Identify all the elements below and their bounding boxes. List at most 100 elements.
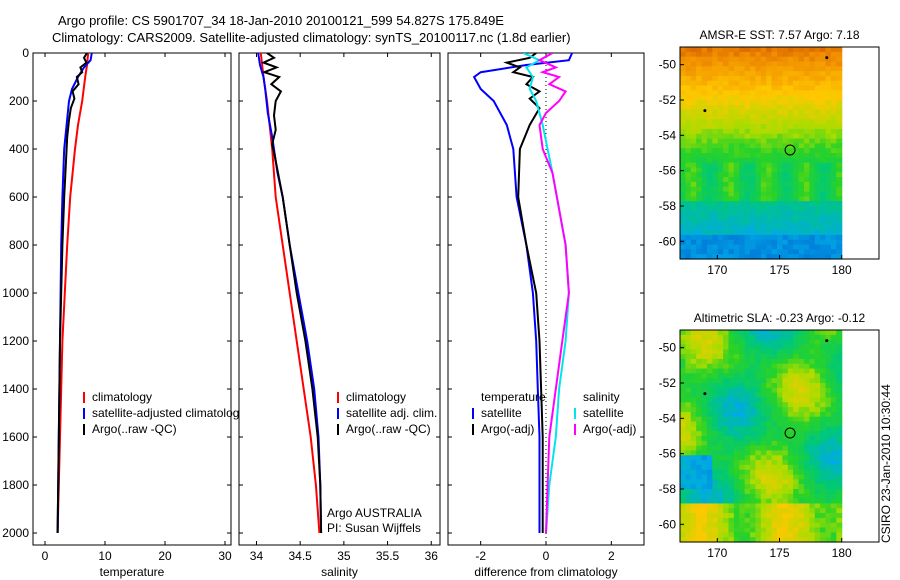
sla_map-cell [739, 489, 746, 495]
sst_map-cell [809, 230, 816, 236]
sst_map-cell [771, 104, 778, 111]
sst_map-cell [733, 234, 740, 241]
sst_map-cell [798, 157, 805, 164]
sst_map-cell [760, 172, 767, 178]
sla_map-cell [777, 508, 783, 514]
sst_map-cell [755, 254, 762, 260]
sst_map-cell [782, 85, 789, 91]
sla_map-cell [706, 330, 713, 336]
sla_map-cell [733, 407, 740, 413]
sla_map-cell [744, 474, 751, 480]
sst_map-cell [798, 186, 805, 193]
sst_map-cell [793, 157, 800, 164]
sst_map-cell [766, 104, 773, 111]
sla_map-cell [760, 339, 767, 346]
sla_map-cell [733, 517, 740, 524]
sla_map-cell [712, 503, 719, 509]
sla_map-cell [706, 489, 713, 495]
sla_map-cell [782, 421, 789, 427]
sst_map-cell [755, 100, 762, 106]
sla_map-cell [771, 402, 778, 408]
salinity-legend-label: satellite adj. clim. [346, 406, 437, 420]
sst_map-cell [782, 177, 789, 183]
sst_map-cell [793, 239, 800, 246]
sla_map-cell [803, 397, 810, 403]
sla_map-cell [782, 469, 789, 476]
sst_map-cell [803, 225, 810, 231]
sst_map-title: AMSR-E SST: 7.57 Argo: 7.18 [699, 28, 859, 42]
sst_map-cell [814, 61, 821, 67]
sla_map-cell [690, 383, 697, 389]
sla_map-cell [798, 363, 805, 370]
sla_map-cell [825, 397, 832, 403]
sla_map-cell [739, 330, 746, 336]
sla_map-cell [728, 493, 735, 500]
sst_map-cell [733, 244, 740, 250]
sla_map-cell [782, 517, 789, 524]
sla_map-cell [777, 411, 783, 418]
sla_map-cell [787, 455, 794, 461]
sla_map-cell [771, 416, 778, 423]
sst_map-cell [787, 234, 794, 241]
sla_map-cell [685, 344, 692, 350]
sst_map-cell [696, 186, 703, 193]
sst_map-cell [820, 71, 827, 77]
sla_map-cell [733, 484, 740, 490]
sla_map-cell [814, 440, 821, 447]
sst_map-cell [712, 124, 719, 130]
sla_map-cell [782, 383, 789, 389]
sst_map-cell [771, 172, 778, 178]
sst_map-cell [766, 100, 773, 106]
sst_map-cell [733, 148, 740, 154]
sla_map-cell [798, 503, 805, 509]
sst_map-cell [701, 47, 708, 53]
sla_map-cell [712, 484, 719, 490]
sla_map-cell [803, 402, 810, 408]
sla_map-cell [766, 469, 773, 476]
sst_map-cell [787, 153, 794, 159]
sla_map-cell [836, 498, 843, 505]
sla_map-cell [825, 479, 832, 485]
sla_map-cell [782, 484, 789, 490]
sst_map-cell [690, 119, 697, 125]
sst_map-cell [696, 177, 703, 183]
sst_map-cell [771, 109, 778, 116]
sst_map-cell [830, 201, 837, 207]
sla_map-cell [814, 354, 821, 360]
sst_map-cell [728, 172, 735, 178]
sst_map-cell [798, 201, 805, 207]
sla_map-cell [766, 349, 773, 355]
sst_map-cell [728, 162, 735, 169]
sst_map-cell [744, 201, 751, 207]
sst_map-cell [750, 249, 757, 255]
sla_map-cell [809, 532, 816, 538]
sst_map-cell [809, 196, 816, 202]
sst_map-cell [787, 181, 794, 188]
sla_map-cell [717, 354, 724, 360]
sla_map-cell [680, 416, 686, 423]
sla_map-cell [728, 450, 735, 456]
sst_map-cell [760, 220, 767, 226]
sla_map-cell [706, 503, 713, 509]
sst_map-cell [750, 143, 757, 149]
sla_map-cell [690, 411, 697, 418]
sla_map-cell [723, 358, 730, 365]
sst_map-cell [712, 196, 719, 202]
sst_map-cell [685, 249, 692, 255]
sst_map-cell [787, 230, 794, 236]
sla_map-cell [809, 440, 816, 447]
sst_map-cell [820, 109, 827, 116]
sst_map-cell [744, 51, 751, 58]
sst_map-cell [750, 80, 757, 87]
sst_map-cell [760, 215, 767, 222]
sst_map-cell [777, 181, 783, 188]
sst_map-cell [787, 128, 794, 135]
sst_map-cell [830, 80, 837, 87]
sla_map-cell [755, 522, 762, 529]
sst_map-cell [706, 206, 713, 212]
sst_map-cell [777, 80, 783, 87]
sla_map-cell [809, 416, 816, 423]
sla_map-cell [696, 460, 703, 466]
sla_map-cell [696, 508, 703, 514]
sst_map-cell [793, 167, 800, 173]
